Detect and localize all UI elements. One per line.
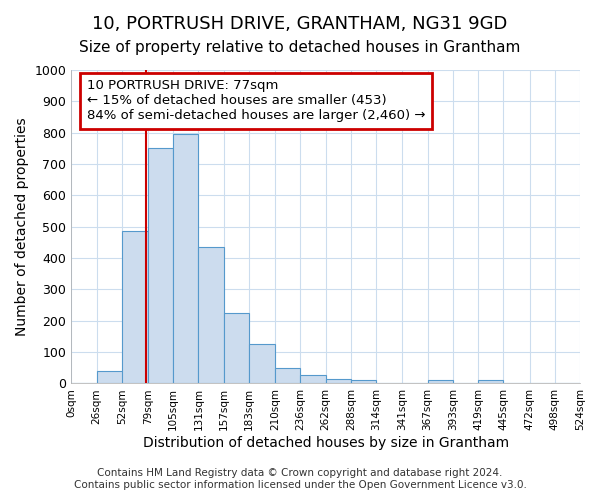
Text: Contains HM Land Registry data © Crown copyright and database right 2024.
Contai: Contains HM Land Registry data © Crown c…	[74, 468, 526, 490]
Bar	[351, 380, 376, 384]
Bar	[199, 247, 224, 384]
Text: 10, PORTRUSH DRIVE, GRANTHAM, NG31 9GD: 10, PORTRUSH DRIVE, GRANTHAM, NG31 9GD	[92, 15, 508, 33]
Bar	[428, 380, 453, 384]
Bar	[97, 371, 123, 384]
Bar	[122, 232, 148, 384]
Bar	[478, 380, 503, 384]
Bar	[224, 313, 249, 384]
Bar	[301, 375, 326, 384]
Bar	[148, 148, 173, 384]
Bar	[275, 368, 301, 384]
Bar	[173, 134, 199, 384]
Bar	[249, 344, 275, 384]
X-axis label: Distribution of detached houses by size in Grantham: Distribution of detached houses by size …	[143, 436, 509, 450]
Bar	[326, 379, 351, 384]
Text: 10 PORTRUSH DRIVE: 77sqm
← 15% of detached houses are smaller (453)
84% of semi-: 10 PORTRUSH DRIVE: 77sqm ← 15% of detach…	[86, 80, 425, 122]
Text: Size of property relative to detached houses in Grantham: Size of property relative to detached ho…	[79, 40, 521, 55]
Y-axis label: Number of detached properties: Number of detached properties	[15, 118, 29, 336]
